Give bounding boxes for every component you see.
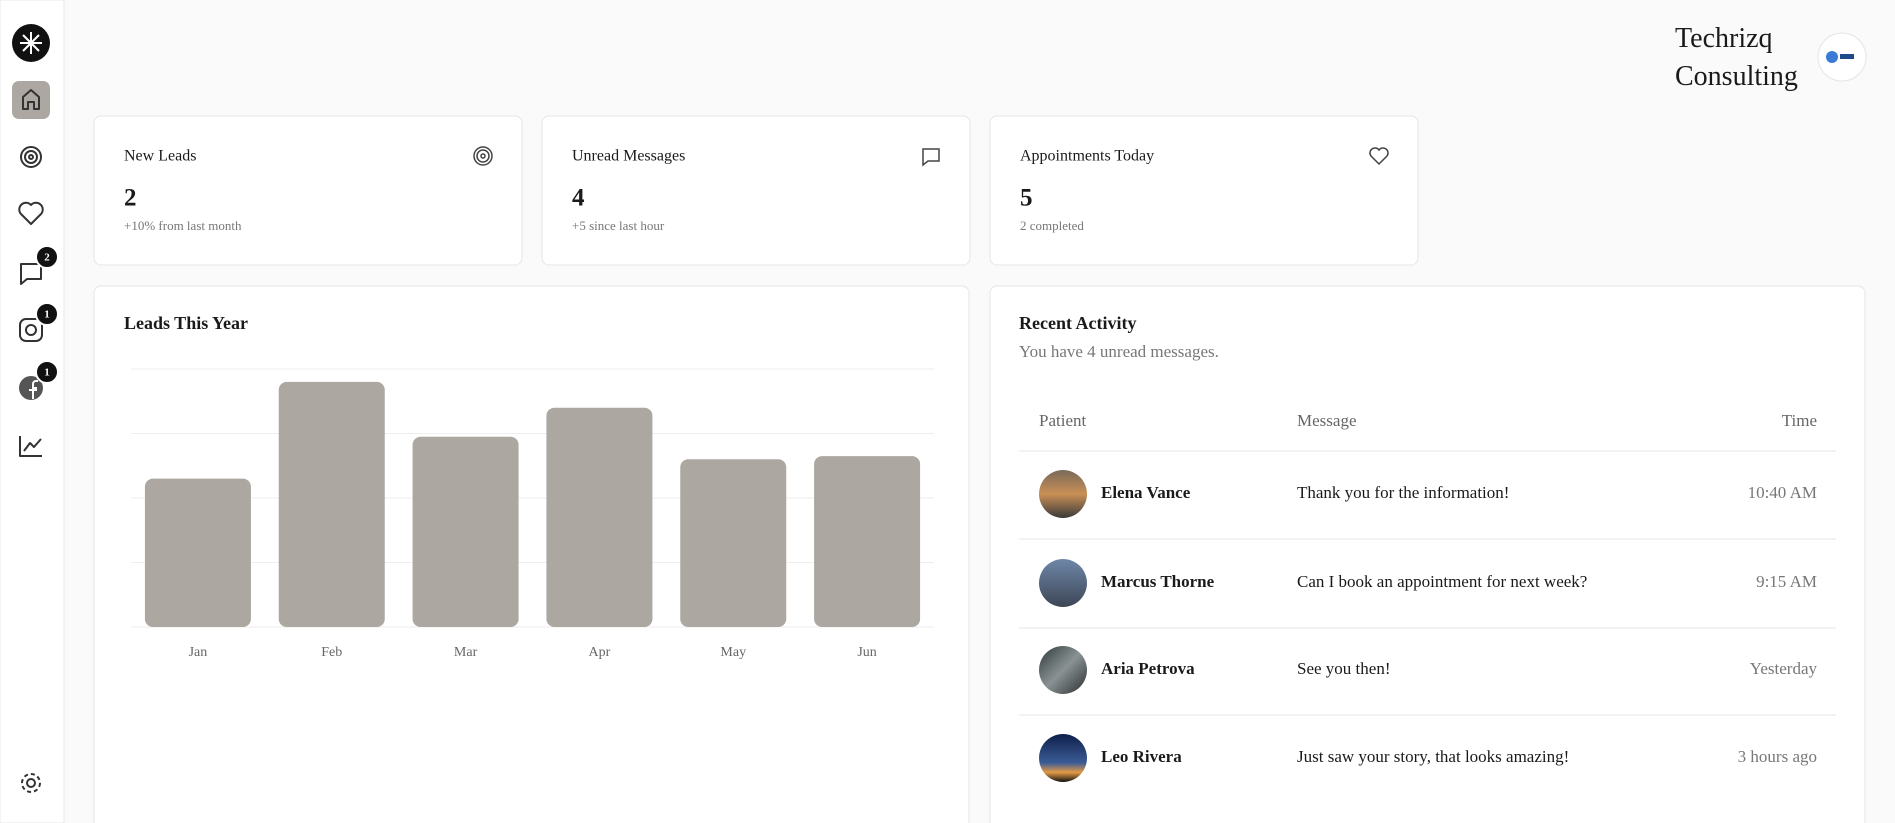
table-header: Patient	[1039, 411, 1086, 430]
message-text: Just saw your story, that looks amazing!	[1297, 747, 1569, 766]
nav-home-active[interactable]	[12, 81, 50, 119]
patient-name[interactable]: Elena Vance	[1101, 483, 1191, 502]
stat-card	[541, 115, 971, 266]
nav-instagram[interactable]	[19, 318, 43, 342]
bar	[546, 407, 653, 627]
message-text: Thank you for the information!	[1297, 483, 1509, 502]
patient-avatar	[1039, 470, 1087, 518]
card-icon	[473, 146, 493, 166]
card-title: New Leads	[124, 148, 196, 165]
badge	[35, 360, 59, 384]
bar	[412, 436, 519, 627]
patient-name[interactable]: Leo Rivera	[1101, 747, 1182, 766]
card-note: +10% from last month	[124, 218, 242, 233]
card-icon	[480, 153, 486, 159]
x-tick-label: May	[720, 645, 746, 660]
bar	[680, 459, 787, 627]
nav-facebook[interactable]	[19, 376, 43, 400]
badge-count: 2	[44, 252, 50, 264]
badge-count: 1	[44, 367, 50, 379]
activity-subtitle: You have 4 unread messages.	[1019, 342, 1219, 361]
card-note: +5 since last hour	[572, 218, 665, 233]
patient-name[interactable]: Marcus Thorne	[1101, 572, 1215, 591]
activity-title: Recent Activity	[1019, 313, 1136, 333]
message-time: 9:15 AM	[1756, 572, 1817, 591]
message-text: See you then!	[1297, 659, 1390, 678]
nav-home[interactable]	[22, 89, 40, 110]
table-header: Time	[1782, 411, 1817, 430]
badge	[35, 302, 59, 326]
card-icon	[476, 149, 490, 163]
company-avatar[interactable]	[1817, 32, 1867, 82]
x-tick-label: Jan	[189, 645, 208, 660]
nav-analytics[interactable]	[19, 436, 42, 457]
message-time: 10:40 AM	[1748, 483, 1817, 502]
message-time: Yesterday	[1750, 659, 1818, 678]
patient-avatar	[1039, 559, 1087, 607]
card-value: 5	[1020, 185, 1033, 212]
card-title: Unread Messages	[572, 148, 685, 165]
nav-appointments[interactable]	[18, 201, 44, 225]
x-tick-label: Feb	[321, 645, 342, 660]
card-icon	[922, 148, 940, 167]
patient-avatar	[1039, 734, 1087, 782]
stat-card	[989, 115, 1419, 266]
stat-card	[93, 115, 523, 266]
card-value: 4	[572, 185, 585, 212]
table-header: Message	[1297, 411, 1356, 430]
patient-name[interactable]: Aria Petrova	[1101, 659, 1195, 678]
logo	[12, 24, 50, 62]
chart-title: Leads This Year	[124, 313, 248, 333]
x-tick-label: Mar	[454, 645, 478, 660]
nav-leads[interactable]	[20, 146, 42, 168]
x-tick-label: Jun	[857, 645, 876, 660]
patient-avatar	[1039, 646, 1087, 694]
badge	[35, 245, 59, 269]
message-time: 3 hours ago	[1738, 747, 1817, 766]
x-tick-label: Apr	[589, 645, 611, 660]
badge-count: 1	[44, 309, 50, 321]
card-title: Appointments Today	[1020, 148, 1154, 165]
card-value: 2	[124, 185, 137, 212]
bar	[278, 381, 385, 627]
brand-name: Techrizq Consulting	[1675, 23, 1798, 92]
nav-settings[interactable]	[21, 773, 41, 793]
card-icon	[1369, 147, 1389, 166]
bar	[144, 478, 251, 627]
bar	[814, 456, 921, 627]
sidebar	[0, 0, 65, 823]
activity-card	[989, 285, 1866, 823]
message-text: Can I book an appointment for next week?	[1297, 572, 1587, 591]
card-note: 2 completed	[1020, 218, 1084, 233]
